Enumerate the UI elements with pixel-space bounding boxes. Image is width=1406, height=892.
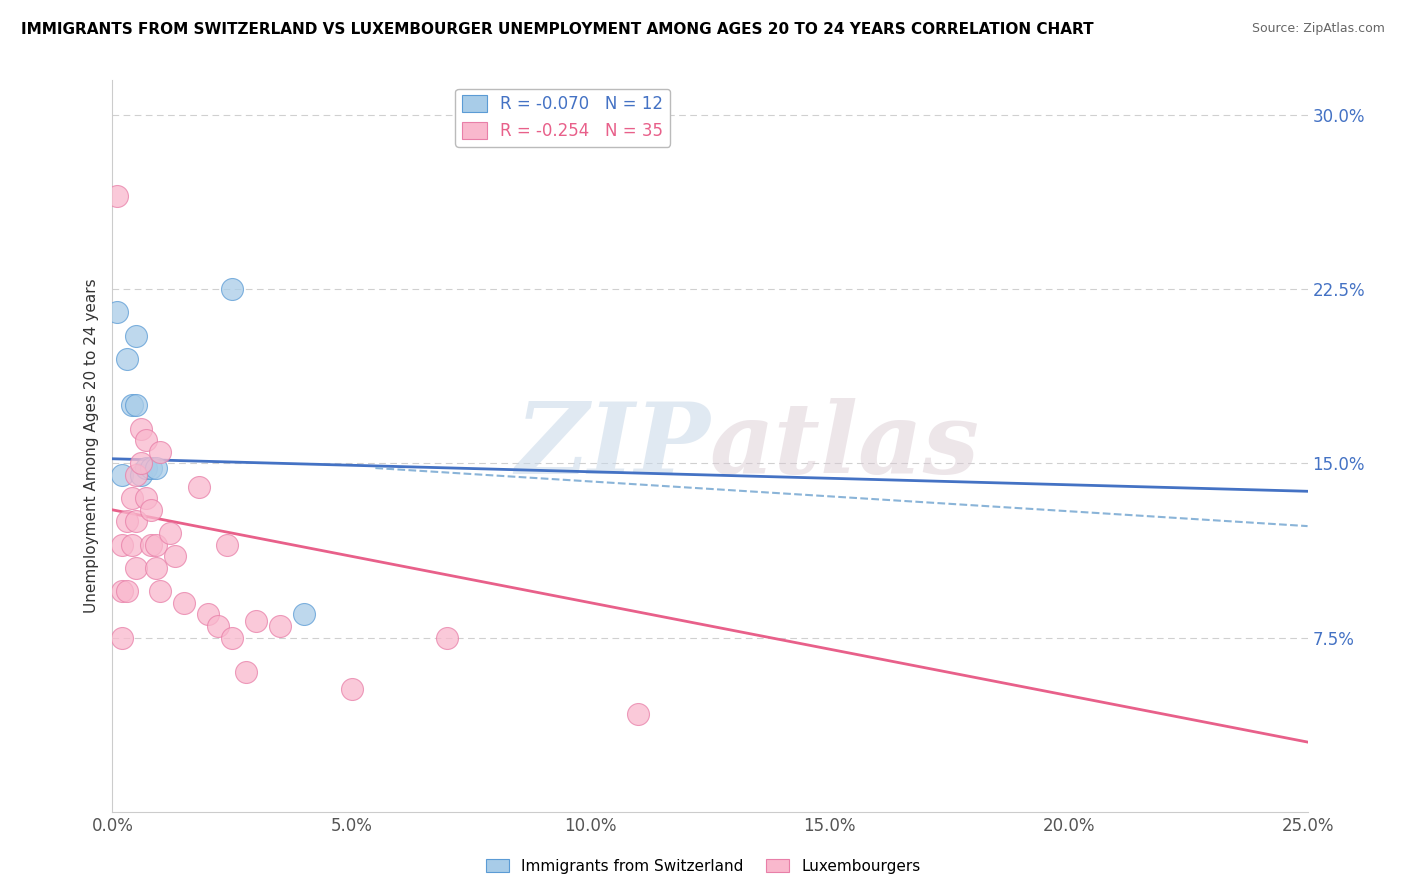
Point <box>121 491 143 506</box>
Point <box>139 503 162 517</box>
Point <box>121 538 143 552</box>
Text: ZIP: ZIP <box>515 398 710 494</box>
Point <box>111 631 134 645</box>
Point <box>125 515 148 529</box>
Point <box>135 461 157 475</box>
Point <box>173 596 195 610</box>
Point <box>125 328 148 343</box>
Text: IMMIGRANTS FROM SWITZERLAND VS LUXEMBOURGER UNEMPLOYMENT AMONG AGES 20 TO 24 YEA: IMMIGRANTS FROM SWITZERLAND VS LUXEMBOUR… <box>21 22 1094 37</box>
Point <box>115 515 138 529</box>
Point <box>221 631 243 645</box>
Point <box>207 619 229 633</box>
Point <box>340 681 363 696</box>
Point <box>221 282 243 296</box>
Point <box>292 607 315 622</box>
Point <box>217 538 239 552</box>
Point <box>129 421 152 435</box>
Point <box>111 584 134 599</box>
Point <box>163 549 186 564</box>
Point <box>111 468 134 483</box>
Point <box>121 398 143 412</box>
Point <box>135 433 157 447</box>
Point <box>159 526 181 541</box>
Text: atlas: atlas <box>710 398 980 494</box>
Point <box>436 631 458 645</box>
Point <box>129 457 152 471</box>
Legend: R = -0.070   N = 12, R = -0.254   N = 35: R = -0.070 N = 12, R = -0.254 N = 35 <box>456 88 671 146</box>
Point <box>145 538 167 552</box>
Point <box>105 189 128 203</box>
Point <box>139 461 162 475</box>
Point <box>125 468 148 483</box>
Point <box>115 584 138 599</box>
Point <box>111 538 134 552</box>
Point <box>125 561 148 575</box>
Point <box>105 305 128 319</box>
Point <box>269 619 291 633</box>
Point <box>627 707 650 722</box>
Text: Source: ZipAtlas.com: Source: ZipAtlas.com <box>1251 22 1385 36</box>
Point <box>115 351 138 366</box>
Point <box>135 491 157 506</box>
Point <box>197 607 219 622</box>
Point <box>149 584 172 599</box>
Y-axis label: Unemployment Among Ages 20 to 24 years: Unemployment Among Ages 20 to 24 years <box>83 278 98 614</box>
Point <box>125 398 148 412</box>
Point <box>129 468 152 483</box>
Point <box>145 461 167 475</box>
Point <box>145 561 167 575</box>
Point <box>149 445 172 459</box>
Point <box>245 615 267 629</box>
Point <box>139 538 162 552</box>
Point <box>235 665 257 680</box>
Point <box>187 480 209 494</box>
Legend: Immigrants from Switzerland, Luxembourgers: Immigrants from Switzerland, Luxembourge… <box>479 853 927 880</box>
